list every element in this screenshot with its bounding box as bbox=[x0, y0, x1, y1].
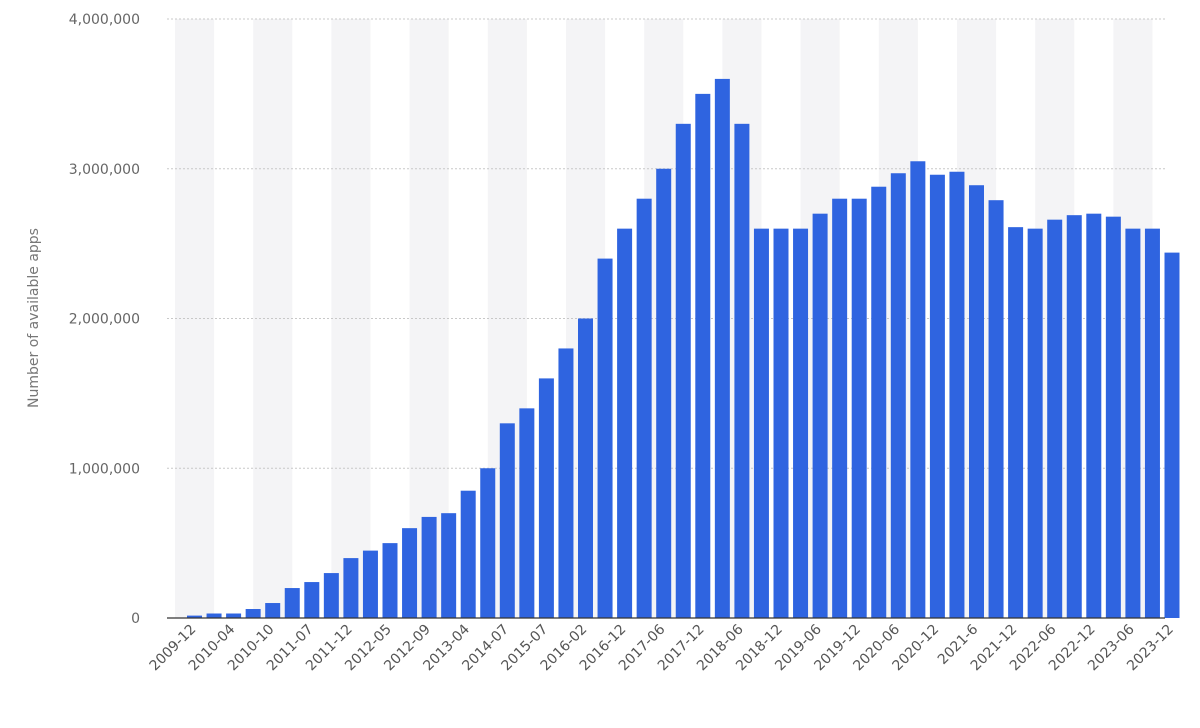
bar bbox=[480, 468, 496, 618]
bar bbox=[538, 378, 554, 618]
bar bbox=[949, 171, 965, 618]
bar bbox=[245, 609, 261, 618]
bar bbox=[695, 93, 711, 618]
bar bbox=[265, 603, 281, 618]
bar bbox=[617, 228, 633, 618]
bar bbox=[421, 516, 437, 618]
bar bbox=[304, 582, 320, 618]
bar bbox=[851, 198, 867, 618]
bar bbox=[206, 613, 222, 618]
bar bbox=[910, 161, 926, 618]
bar bbox=[832, 198, 848, 618]
bar bbox=[519, 408, 535, 618]
y-tick-label: 3,000,000 bbox=[69, 162, 140, 178]
bar bbox=[402, 528, 418, 618]
bar bbox=[1086, 213, 1102, 619]
bar bbox=[890, 173, 906, 618]
bar bbox=[734, 123, 750, 618]
bar bbox=[714, 78, 730, 618]
y-tick-label: 1,000,000 bbox=[69, 461, 140, 477]
bar bbox=[382, 543, 398, 618]
bar bbox=[558, 348, 574, 618]
bar bbox=[1164, 252, 1180, 619]
bar bbox=[187, 615, 202, 618]
bar bbox=[812, 213, 828, 619]
bar bbox=[675, 123, 691, 618]
bar bbox=[1105, 216, 1121, 619]
bar bbox=[597, 258, 613, 618]
bar bbox=[793, 228, 809, 618]
bar bbox=[343, 558, 359, 618]
bar bbox=[929, 174, 945, 619]
bar bbox=[323, 573, 339, 618]
bar bbox=[1125, 228, 1141, 618]
bar bbox=[499, 423, 515, 618]
y-tick-labels: 0 1,000,000 2,000,000 3,000,000 4,000,000 bbox=[69, 12, 140, 627]
bar bbox=[226, 613, 242, 618]
y-axis-label: Number of available apps bbox=[26, 228, 42, 408]
bar bbox=[460, 490, 476, 618]
bar bbox=[773, 228, 789, 618]
bar bbox=[362, 550, 378, 618]
bar bbox=[284, 588, 300, 618]
bar bbox=[871, 186, 887, 618]
bar bbox=[1066, 215, 1082, 619]
x-tick-labels: 2009-122010-042010-102011-072011-122012-… bbox=[147, 621, 1177, 674]
y-tick-label: 2,000,000 bbox=[69, 312, 140, 328]
y-tick-label: 0 bbox=[131, 611, 140, 627]
bar bbox=[753, 228, 769, 618]
bars-group bbox=[187, 78, 1180, 619]
bar bbox=[969, 185, 984, 618]
bar bbox=[1027, 228, 1043, 618]
bar bbox=[1144, 228, 1160, 618]
y-tick-label: 4,000,000 bbox=[69, 12, 140, 28]
bar bbox=[636, 198, 652, 618]
bar bbox=[1047, 219, 1063, 619]
bar bbox=[988, 200, 1004, 618]
bar bbox=[578, 318, 593, 618]
bar bbox=[441, 513, 457, 618]
bar bbox=[1008, 227, 1024, 618]
bar bbox=[656, 168, 672, 618]
